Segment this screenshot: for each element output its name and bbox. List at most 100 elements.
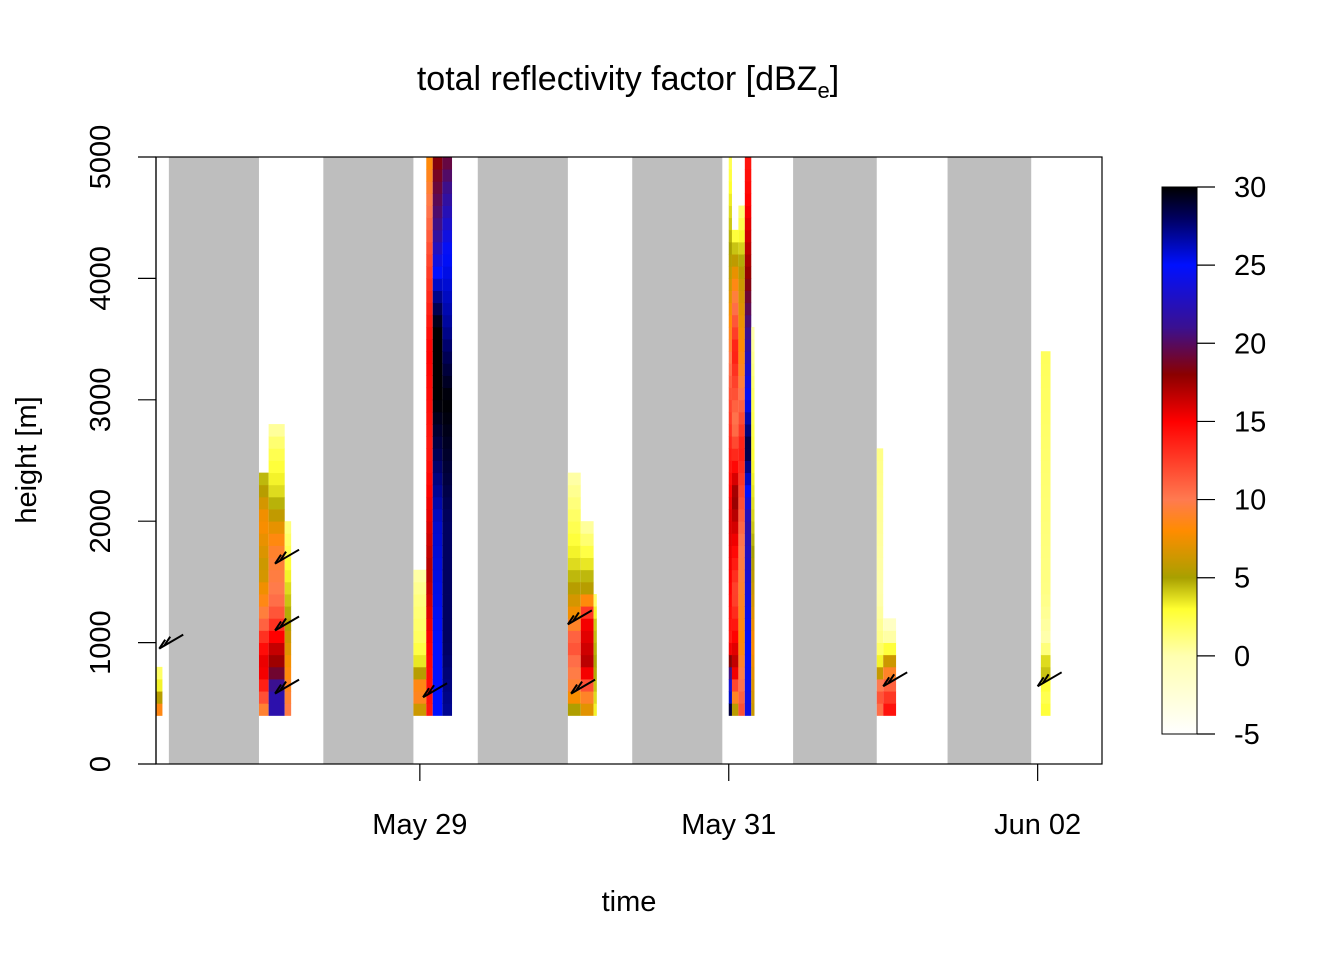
echo-cell [580,618,594,631]
echo-cell [442,460,453,474]
echo-cell [442,545,453,559]
wind-barb [567,609,593,626]
echo-cell [728,241,732,255]
echo-cell [413,703,427,716]
echo-cell [738,679,745,692]
echo-cell [442,387,453,401]
wind-barb [1036,671,1063,688]
echo-cell [728,363,732,376]
echo-cell [738,241,745,255]
echo-cell [1040,399,1051,413]
echo-cell [580,557,594,571]
echo-cell [284,594,292,607]
echo-cell [728,181,732,194]
echo-cell [567,484,581,498]
echo-cell [728,193,732,206]
echo-cell [426,606,433,619]
echo-cell [442,642,453,656]
echo-cell [744,266,752,279]
echo-cell [728,205,732,219]
echo-cell [442,606,453,619]
echo-cell [593,642,597,656]
echo-cell [744,691,752,704]
echo-cell [442,484,453,498]
night-period [793,157,877,764]
echo-cell [442,339,453,352]
echo-cell [432,557,443,571]
colorbar-tick-label: -5 [1234,719,1260,751]
echo-cell [432,618,443,631]
echo-cell [432,339,443,352]
echo-cell [1040,545,1051,559]
wind-barb [882,671,908,688]
echo-cell [442,241,453,255]
echo-cell [744,606,752,619]
echo-cell [751,399,755,413]
echo-cell [284,618,292,631]
echo-cell [567,533,581,546]
echo-cell [567,472,581,486]
echo-cell [442,351,453,364]
echo-cell [751,460,755,474]
echo-cell [432,157,443,170]
echo-cell [432,703,443,716]
echo-cell [728,266,732,279]
echo-cell [432,217,443,231]
echo-cell [728,351,732,364]
echo-cell [432,484,443,498]
echo-cell [268,666,285,680]
echo-cell [442,399,453,413]
echo-cell [1040,509,1051,522]
echo-cell [876,606,884,619]
colorbar-tick-label: 5 [1234,563,1250,595]
echo-cell [738,302,745,316]
echo-cell [580,533,594,546]
echo-cell [744,666,752,680]
colorbar: -5 0 5 10 15 20 25 30 [1161,172,1266,751]
echo-cell [744,387,752,401]
echo-cell [258,509,269,522]
echo-cell [580,581,594,595]
echo-cell [731,666,739,680]
echo-cell [426,205,433,219]
echo-cell [738,594,745,607]
echo-cell [744,351,752,364]
echo-cell [738,314,745,328]
echo-cell [426,679,433,692]
echo-cell [744,424,752,437]
echo-cell [268,594,285,607]
echo-cell [268,448,285,461]
echo-cell [738,472,745,486]
echo-cell [156,679,163,692]
echo-cell [731,241,739,255]
echo-cell [876,642,884,656]
echo-cell [442,314,453,328]
echo-cell [731,606,739,619]
echo-cell [744,193,752,206]
echo-cell [731,339,739,352]
echo-cell [738,399,745,413]
echo-cell [593,666,597,680]
echo-cell [1040,557,1051,571]
echo-cell [744,436,752,449]
echo-cell [284,569,292,583]
echo-cell [731,387,739,401]
echo-cell [413,679,427,692]
echo-cell [744,314,752,328]
echo-cell [731,484,739,498]
echo-cell [728,157,732,170]
echo-cell [432,521,443,534]
echo-cell [738,642,745,656]
echo-cell [744,703,752,716]
echo-cell [728,594,732,607]
echo-cell [426,581,433,595]
echo-cell [442,375,453,389]
echo-cell [432,533,443,546]
echo-cell [738,290,745,304]
echo-cell [876,594,884,607]
echo-cell [876,460,884,474]
echo-cell [751,533,755,546]
echo-cell [426,448,433,461]
echo-cell [731,581,739,595]
